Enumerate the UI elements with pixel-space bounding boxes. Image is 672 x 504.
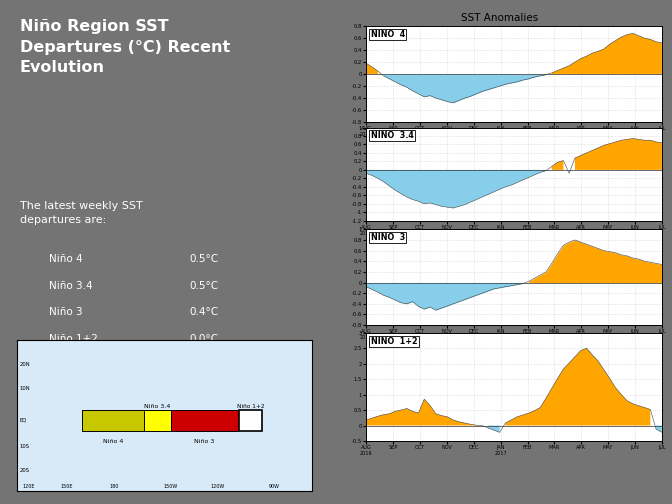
Text: 10S: 10S xyxy=(19,444,30,449)
Text: Niño 4: Niño 4 xyxy=(103,439,123,445)
Text: 120W: 120W xyxy=(211,484,225,489)
Bar xyxy=(239,410,262,431)
Text: NINO  3.4: NINO 3.4 xyxy=(371,131,413,140)
Text: 150E: 150E xyxy=(60,484,73,489)
Text: 20S: 20S xyxy=(19,468,30,473)
Text: 90W: 90W xyxy=(269,484,280,489)
Bar xyxy=(144,410,171,431)
Text: 0.5°C: 0.5°C xyxy=(189,254,218,264)
Text: Niño 3.4: Niño 3.4 xyxy=(144,404,171,409)
Text: EQ: EQ xyxy=(19,418,26,423)
Bar xyxy=(82,410,144,431)
Text: The latest weekly SST
departures are:: The latest weekly SST departures are: xyxy=(19,201,142,225)
Text: Niño Region SST
Departures (°C) Recent
Evolution: Niño Region SST Departures (°C) Recent E… xyxy=(19,19,230,75)
Text: Niño 3: Niño 3 xyxy=(194,439,215,445)
Text: NINO  4: NINO 4 xyxy=(371,30,405,39)
Text: 150W: 150W xyxy=(163,484,177,489)
Text: 20N: 20N xyxy=(19,362,30,367)
Text: 120E: 120E xyxy=(22,484,35,489)
Bar xyxy=(171,410,239,431)
Text: Niño 3.4: Niño 3.4 xyxy=(49,281,93,291)
Text: 180: 180 xyxy=(110,484,119,489)
Text: Niño 3: Niño 3 xyxy=(49,307,83,317)
Text: 0.0°C: 0.0°C xyxy=(189,334,218,344)
Text: Niño 1+2: Niño 1+2 xyxy=(49,334,97,344)
Text: NINO  1+2: NINO 1+2 xyxy=(371,337,417,346)
Text: 0.5°C: 0.5°C xyxy=(189,281,218,291)
Text: 10N: 10N xyxy=(19,386,30,391)
Text: Niño 4: Niño 4 xyxy=(49,254,83,264)
Text: 0.4°C: 0.4°C xyxy=(189,307,218,317)
Text: NINO  3: NINO 3 xyxy=(371,233,405,242)
Text: SST Anomalies: SST Anomalies xyxy=(461,13,538,23)
Text: Niño 1+2: Niño 1+2 xyxy=(237,404,264,409)
